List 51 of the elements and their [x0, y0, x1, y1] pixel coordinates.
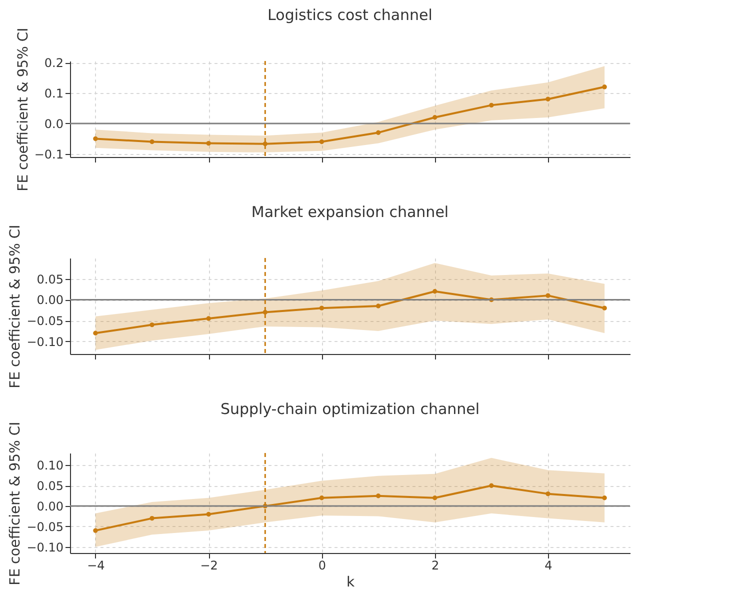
- y-tick-label: 0.00: [36, 293, 64, 308]
- y-tick-label: −0.10: [26, 540, 64, 554]
- x-tick-label: −4: [87, 558, 105, 572]
- x-tick-label: 4: [544, 558, 552, 572]
- point: [150, 139, 154, 144]
- point: [206, 512, 211, 517]
- y-tick-label: 0.00: [36, 500, 64, 514]
- chart-title: Market expansion channel: [251, 203, 449, 222]
- point: [93, 330, 98, 336]
- y-tick-label: 0.05: [36, 479, 64, 494]
- point: [602, 84, 607, 90]
- point: [546, 96, 550, 102]
- point: [489, 483, 494, 488]
- point: [546, 491, 550, 496]
- point: [93, 528, 98, 533]
- point: [150, 322, 154, 328]
- x-tick-label: −2: [200, 558, 218, 572]
- y-axis-title: FE coefficient & 95% CI: [15, 28, 32, 192]
- point: [432, 496, 438, 500]
- y-tick-label: −0.1: [34, 147, 64, 162]
- chart-title: Logistics cost channel: [268, 6, 432, 24]
- point: [93, 136, 98, 142]
- y-tick-label: −0.05: [26, 520, 64, 534]
- y-tick-label: −0.10: [26, 334, 64, 349]
- point: [432, 289, 438, 294]
- point: [150, 516, 154, 521]
- point: [376, 494, 381, 498]
- point: [432, 115, 438, 120]
- point: [602, 496, 607, 500]
- point: [206, 140, 211, 146]
- x-axis-title: k: [346, 574, 356, 590]
- y-tick-label: −0.05: [26, 314, 64, 328]
- x-tick-label: 0: [318, 558, 326, 572]
- point: [319, 306, 324, 310]
- y-tick-label: 0.2: [44, 56, 64, 70]
- point: [376, 304, 381, 308]
- y-axis-title: FE coefficient & 95% CI: [8, 422, 24, 586]
- y-axis-title: FE coefficient & 95% CI: [8, 224, 24, 388]
- x-tick-label: 2: [432, 558, 440, 572]
- point: [319, 139, 324, 144]
- y-tick-label: 0.1: [44, 86, 64, 100]
- y-tick-label: 0.0: [44, 116, 64, 131]
- y-tick-label: 0.10: [36, 458, 64, 473]
- point: [546, 293, 550, 298]
- point: [206, 316, 211, 321]
- point: [602, 306, 607, 310]
- y-tick-label: 0.05: [36, 272, 64, 286]
- point: [376, 130, 381, 135]
- point: [489, 102, 494, 108]
- chart-title: Supply-chain optimization channel: [220, 400, 480, 418]
- point: [319, 496, 324, 500]
